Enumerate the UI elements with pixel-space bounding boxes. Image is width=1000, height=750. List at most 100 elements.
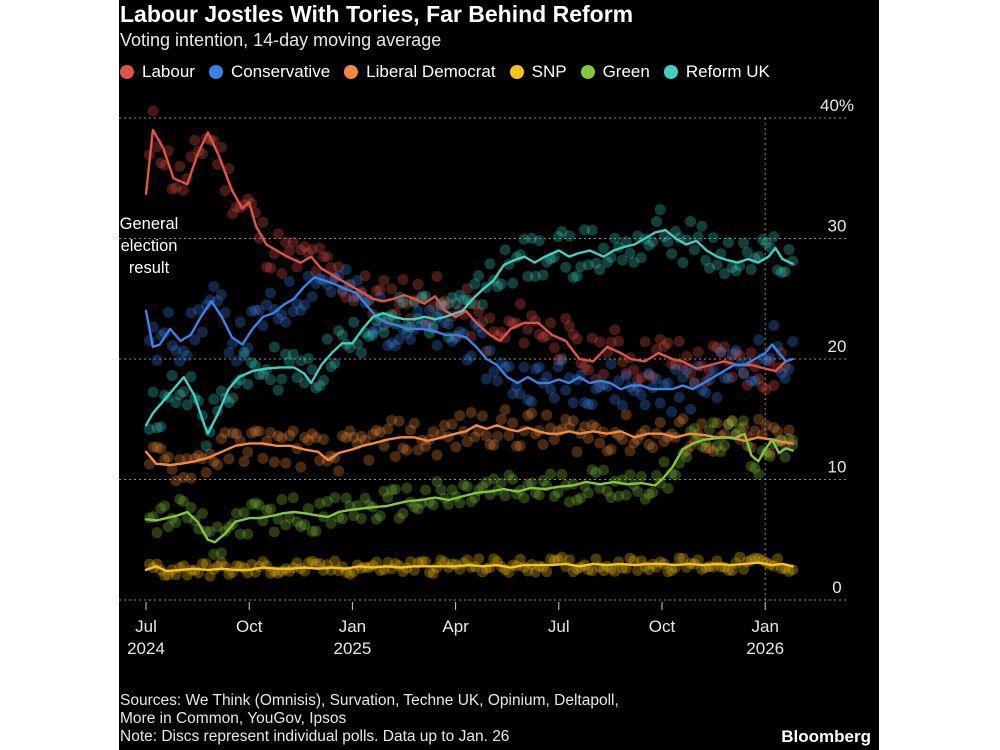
legend-swatch	[120, 65, 134, 79]
poll-disc	[329, 492, 341, 504]
poll-disc	[688, 244, 700, 256]
poll-disc	[552, 486, 564, 498]
poll-disc	[503, 360, 515, 372]
poll-disc	[215, 556, 227, 568]
poll-disc	[734, 349, 746, 361]
poll-disc	[571, 333, 583, 345]
poll-disc	[666, 565, 678, 577]
poll-disc	[598, 368, 610, 380]
poll-disc	[654, 397, 666, 409]
poll-disc	[431, 339, 443, 351]
poll-disc	[427, 426, 439, 438]
bloomberg-logo: Bloomberg	[781, 727, 871, 746]
poll-disc	[162, 569, 174, 581]
poll-disc	[783, 565, 795, 577]
poll-disc	[756, 234, 768, 246]
poll-disc	[628, 364, 640, 376]
poll-disc	[249, 304, 261, 316]
poll-disc	[367, 428, 379, 440]
poll-disc	[560, 414, 572, 426]
poll-disc	[488, 366, 500, 378]
poll-disc	[261, 299, 273, 311]
poll-disc	[435, 554, 447, 566]
poll-disc	[563, 496, 575, 508]
poll-disc	[257, 216, 269, 228]
poll-disc	[314, 557, 326, 569]
poll-disc	[643, 438, 655, 450]
poll-disc	[586, 464, 598, 476]
poll-disc	[200, 466, 212, 478]
poll-disc	[200, 299, 212, 311]
poll-disc	[408, 417, 420, 429]
poll-disc	[215, 547, 227, 559]
poll-disc	[393, 298, 405, 310]
poll-disc	[738, 563, 750, 575]
poll-disc	[526, 407, 538, 419]
poll-disc	[166, 463, 178, 475]
poll-disc	[654, 416, 666, 428]
poll-disc	[575, 261, 587, 273]
poll-disc	[159, 327, 171, 339]
poll-disc	[673, 335, 685, 347]
poll-disc	[401, 327, 413, 339]
poll-disc	[779, 266, 791, 278]
poll-disc	[590, 467, 602, 479]
legend-item-green: Green	[580, 62, 650, 82]
poll-disc	[605, 336, 617, 348]
poll-disc	[219, 525, 231, 537]
poll-disc	[208, 456, 220, 468]
poll-disc	[143, 423, 155, 435]
poll-disc	[715, 446, 727, 458]
poll-disc	[476, 481, 488, 493]
poll-disc	[738, 415, 750, 427]
poll-disc	[760, 354, 772, 366]
poll-disc	[756, 381, 768, 393]
poll-disc	[620, 370, 632, 382]
poll-disc	[632, 374, 644, 386]
poll-disc	[333, 465, 345, 477]
poll-disc	[420, 319, 432, 331]
poll-disc	[401, 482, 413, 494]
poll-disc	[159, 500, 171, 512]
poll-disc	[401, 298, 413, 310]
poll-disc	[397, 507, 409, 519]
poll-disc	[707, 364, 719, 376]
poll-disc	[503, 469, 515, 481]
poll-disc	[318, 433, 330, 445]
legend-item-liberal-democrat: Liberal Democrat	[344, 62, 496, 82]
poll-disc	[745, 375, 757, 387]
poll-disc	[420, 484, 432, 496]
poll-disc	[624, 552, 636, 564]
sources-note: Sources: We Think (Omnisis), Survation, …	[120, 692, 619, 746]
poll-disc	[238, 346, 250, 358]
poll-disc	[492, 430, 504, 442]
chart-frame: Labour Jostles With Tories, Far Behind R…	[119, 0, 879, 750]
poll-disc	[185, 307, 197, 319]
poll-disc	[280, 236, 292, 248]
poll-disc	[159, 454, 171, 466]
poll-disc	[696, 418, 708, 430]
poll-disc	[753, 552, 765, 564]
poll-disc	[265, 287, 277, 299]
poll-disc	[427, 499, 439, 511]
poll-disc	[461, 481, 473, 493]
poll-disc	[442, 318, 454, 330]
poll-disc	[166, 339, 178, 351]
poll-disc	[700, 387, 712, 399]
poll-disc	[420, 440, 432, 452]
poll-disc	[155, 157, 167, 169]
poll-disc	[230, 377, 242, 389]
poll-disc	[234, 202, 246, 214]
poll-disc	[556, 355, 568, 367]
poll-disc	[215, 141, 227, 153]
poll-disc	[405, 321, 417, 333]
poll-disc	[753, 373, 765, 385]
poll-disc	[586, 419, 598, 431]
poll-disc	[647, 442, 659, 454]
poll-disc	[257, 320, 269, 332]
poll-disc	[174, 389, 186, 401]
poll-disc	[336, 513, 348, 525]
poll-disc	[189, 134, 201, 146]
poll-disc	[170, 475, 182, 487]
poll-disc	[488, 473, 500, 485]
